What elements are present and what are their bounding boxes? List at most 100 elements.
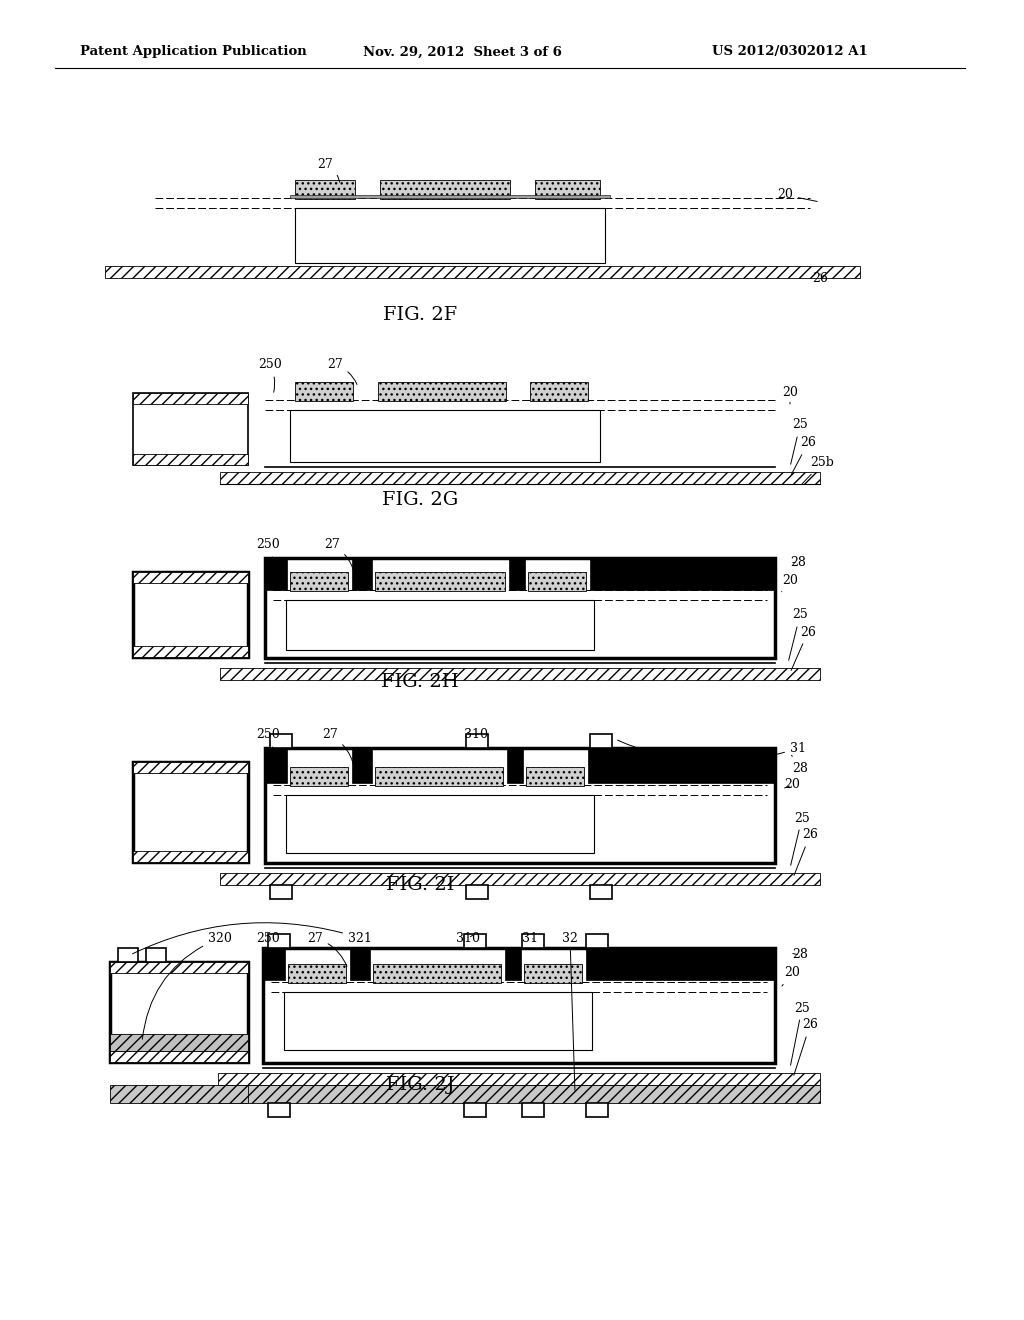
Bar [270,884,292,899]
Text: 25: 25 [791,1002,810,1065]
Text: 250: 250 [256,729,280,772]
Bar [268,935,290,948]
Bar [220,668,820,680]
Text: 20: 20 [782,966,800,986]
Bar [133,572,248,657]
Text: 20: 20 [777,189,817,202]
Bar [295,209,605,263]
Text: 321: 321 [132,923,372,954]
Bar [270,734,292,748]
Text: 20: 20 [782,387,798,404]
Bar [268,1104,290,1117]
Bar [265,558,775,657]
Text: Nov. 29, 2012  Sheet 3 of 6: Nov. 29, 2012 Sheet 3 of 6 [362,45,561,58]
Text: FIG. 2I: FIG. 2I [386,876,455,894]
Text: 27: 27 [325,539,354,574]
Text: 25: 25 [791,812,810,866]
Text: 20: 20 [784,779,800,792]
Text: 26: 26 [792,437,816,475]
Text: 320: 320 [142,932,232,1039]
Bar [110,962,248,1063]
Text: 28: 28 [792,949,808,961]
Bar [290,195,610,198]
Bar [110,1034,248,1051]
Bar [295,180,355,199]
Bar [288,964,346,983]
Text: 27: 27 [323,729,354,770]
Bar [588,748,775,783]
Bar [586,935,608,948]
Bar [218,1073,820,1085]
Bar [352,558,372,590]
Bar [464,1104,486,1117]
Bar [263,948,775,1063]
Bar [509,558,525,590]
Bar [133,393,248,404]
Text: 27: 27 [307,932,347,966]
Bar [466,734,488,748]
Bar [133,762,248,862]
Bar [378,381,506,401]
Bar [380,180,510,199]
Bar [528,572,586,591]
Text: 26: 26 [794,1019,818,1076]
Text: Patent Application Publication: Patent Application Publication [80,45,306,58]
Text: 26: 26 [792,626,816,671]
Bar [284,993,592,1049]
Bar [265,748,287,783]
Bar [522,935,544,948]
Bar [590,884,612,899]
Text: 32: 32 [562,932,578,1090]
Text: 250: 250 [256,932,280,969]
Bar [505,948,521,979]
Text: 28: 28 [792,755,808,775]
Bar [133,393,248,465]
Bar [290,572,348,591]
Bar [110,962,248,973]
Bar [586,948,775,979]
Bar [286,795,594,853]
Bar [110,1051,248,1063]
Bar [265,748,775,863]
Bar [290,411,600,462]
Text: FIG. 2J: FIG. 2J [386,1076,455,1094]
Text: FIG. 2F: FIG. 2F [383,306,457,323]
Text: 28: 28 [791,556,806,569]
Text: 310: 310 [464,729,488,742]
Bar [133,851,248,862]
Bar [218,1085,820,1104]
Bar [146,948,166,962]
Text: 31: 31 [522,932,538,945]
Bar [133,572,248,583]
Bar [522,1104,544,1117]
Text: 31: 31 [617,741,806,762]
Text: FIG. 2G: FIG. 2G [382,491,458,510]
Text: US 2012/0302012 A1: US 2012/0302012 A1 [712,45,868,58]
Bar [290,767,348,785]
Text: 27: 27 [327,359,357,384]
Bar [535,180,600,199]
Bar [286,601,594,649]
Text: 310: 310 [456,932,480,945]
Bar [295,381,353,401]
Text: 25: 25 [788,609,808,660]
Bar [373,964,501,983]
Bar [464,935,486,948]
Bar [590,734,612,748]
Bar [507,748,523,783]
Bar [220,873,820,884]
Text: 26: 26 [794,829,818,875]
Bar [133,454,248,465]
Bar [530,381,588,401]
Bar [375,572,505,591]
Text: 27: 27 [317,158,340,182]
Bar [586,1104,608,1117]
Bar [118,948,138,962]
Bar [352,748,372,783]
Text: 250: 250 [258,359,282,392]
Bar [110,1085,248,1104]
Text: 25: 25 [791,418,808,465]
Text: 26: 26 [812,272,828,285]
Bar [375,767,503,785]
Bar [526,767,584,785]
